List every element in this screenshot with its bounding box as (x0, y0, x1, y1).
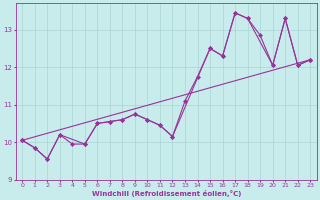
X-axis label: Windchill (Refroidissement éolien,°C): Windchill (Refroidissement éolien,°C) (92, 190, 241, 197)
